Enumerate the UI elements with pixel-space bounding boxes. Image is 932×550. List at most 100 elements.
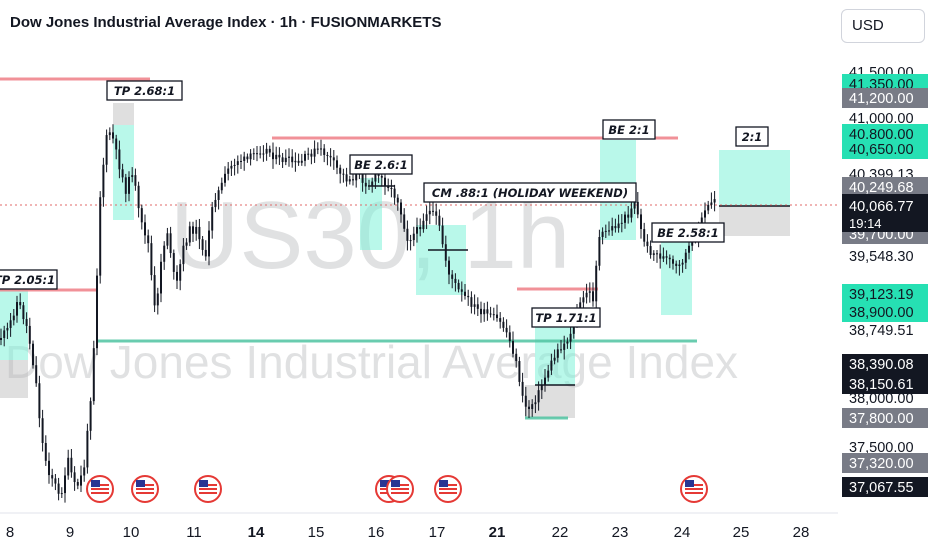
price-tag <box>842 453 928 473</box>
candle-body <box>51 475 54 479</box>
candle-body <box>502 321 505 328</box>
candle-body <box>262 153 265 155</box>
candle-body <box>518 361 521 382</box>
candle-body <box>400 202 402 215</box>
candle-body <box>70 457 73 473</box>
price-tag-label: 37,800.00 <box>849 411 914 427</box>
candle-body <box>22 305 25 320</box>
candle-body <box>153 275 156 306</box>
candle-body <box>416 227 418 234</box>
candle-body <box>118 149 121 170</box>
candle-body <box>604 230 607 232</box>
candle-body <box>601 231 604 237</box>
us-flag-icon[interactable] <box>680 475 708 503</box>
x-tick-label: 23 <box>612 524 629 541</box>
us-flag-icon[interactable] <box>86 475 114 503</box>
candle-body <box>150 243 153 276</box>
candle-body <box>588 291 591 293</box>
currency-selector[interactable]: USD <box>841 9 925 43</box>
candle-body <box>246 156 249 160</box>
trade-label-box <box>423 182 637 203</box>
candle-body <box>230 165 233 169</box>
candle-body <box>422 220 425 230</box>
candle-body <box>467 295 470 298</box>
candle-body <box>652 253 655 255</box>
price-tag <box>842 302 928 322</box>
candle-body <box>425 214 428 221</box>
candle-body <box>595 265 598 302</box>
price-tag-label: 41,200.00 <box>849 91 914 107</box>
us-flag-icon[interactable] <box>386 475 414 503</box>
current-price-label: 40,066.77 <box>849 199 914 215</box>
candle-body <box>227 168 230 174</box>
candle-body <box>12 315 15 321</box>
candle-body <box>473 304 476 307</box>
candle-body <box>460 289 463 292</box>
trade-label: CM .88:1 (HOLIDAY WEEKEND) <box>432 186 628 200</box>
x-tick-label: 21 <box>489 524 506 541</box>
trade-label: TP 2.05:1 <box>0 273 55 287</box>
us-flag-icon[interactable] <box>131 475 159 503</box>
candle-body <box>201 239 204 250</box>
candle-body <box>636 201 639 215</box>
candle-body <box>76 482 79 486</box>
candle-body <box>384 177 386 186</box>
candle-body <box>444 244 447 261</box>
candle-body <box>32 343 34 366</box>
candle-body <box>185 242 188 246</box>
candle-body <box>396 197 399 203</box>
price-tag-label: 40,249.68 <box>849 180 914 196</box>
candle-body <box>83 467 86 476</box>
candle-body <box>281 157 284 163</box>
x-tick-label: 17 <box>429 524 446 541</box>
candle-body <box>540 385 543 391</box>
candle-body <box>630 208 633 218</box>
us-flag-icon[interactable] <box>194 475 222 503</box>
candle-body <box>342 173 345 175</box>
candle-body <box>166 233 169 246</box>
trade-label-box <box>735 126 769 147</box>
candle-body <box>633 201 636 209</box>
candle-body <box>272 152 274 160</box>
candle-body <box>89 401 92 431</box>
candle-body <box>364 182 367 187</box>
candle-body <box>57 483 60 494</box>
candle-body <box>684 252 687 263</box>
candle-body <box>326 154 329 156</box>
candle-body <box>649 246 652 255</box>
candle-body <box>553 357 556 361</box>
candle-body <box>451 274 454 279</box>
candle-body <box>211 207 214 231</box>
candle-body <box>16 302 18 316</box>
candle-body <box>713 199 716 203</box>
x-tick-label: 28 <box>793 524 810 541</box>
candle-body <box>505 327 508 333</box>
us-flag-icon[interactable] <box>434 475 462 503</box>
candle-body <box>300 160 303 163</box>
candle-body <box>524 395 527 407</box>
candle-body <box>448 260 450 275</box>
candle-body <box>220 182 223 191</box>
candle-body <box>288 156 290 158</box>
candle-body <box>233 164 236 166</box>
candle-body <box>345 174 348 182</box>
price-tag <box>842 88 928 108</box>
y-tick-label: 41,000.00 <box>849 111 914 127</box>
candle-body <box>108 132 111 136</box>
x-tick-label: 11 <box>186 524 202 541</box>
candle-body <box>508 332 511 342</box>
candle-body <box>64 475 66 494</box>
candle-body <box>496 314 498 319</box>
candle-body <box>419 227 422 230</box>
price-tag <box>842 408 928 428</box>
price-tag <box>842 284 928 304</box>
candle-body <box>92 348 95 402</box>
chart-title: Dow Jones Industrial Average Index · 1h … <box>10 14 442 31</box>
candle-body <box>662 256 665 259</box>
price-tag <box>842 177 928 197</box>
candle-body <box>611 226 614 231</box>
candle-body <box>80 475 82 486</box>
candle-body <box>19 302 22 306</box>
